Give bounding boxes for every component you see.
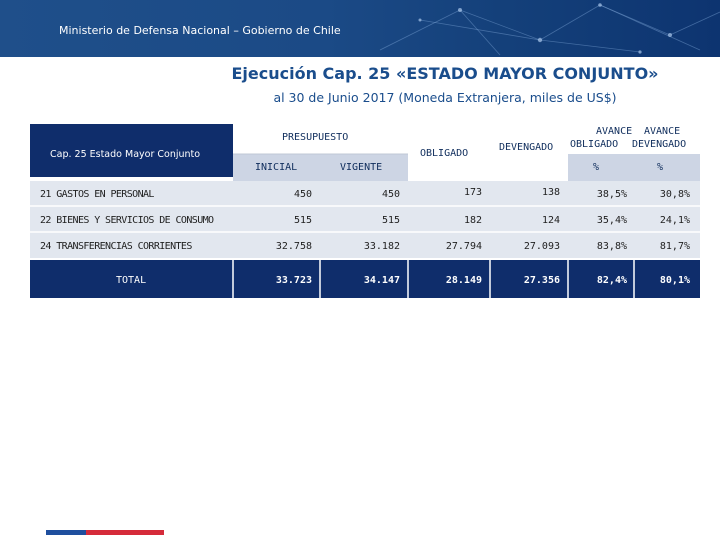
subheader-bg <box>233 154 408 181</box>
avance-devengado-header-line2: DEVENGADO <box>632 139 687 150</box>
total-obligado: 28.149 <box>445 275 482 286</box>
row-bg-3 <box>30 232 700 258</box>
row-vigente: 450 <box>381 189 400 200</box>
row-avance-obligado: 35,4% <box>596 215 627 226</box>
obligado-header: OBLIGADO <box>420 148 469 159</box>
row-avance-devengado: 81,7% <box>659 241 690 252</box>
corner-header-bg <box>30 124 233 177</box>
page-subtitle: al 30 de Junio 2017 (Moneda Extranjera, … <box>273 90 617 105</box>
inicial-header: INICIAL <box>255 162 298 173</box>
row-vigente: 33.182 <box>363 241 400 252</box>
avance-obligado-header-line2: OBLIGADO <box>570 139 619 150</box>
table-background <box>30 124 700 298</box>
budget-table: Cap. 25 Estado Mayor Conjunto PRESUPUEST… <box>30 124 700 300</box>
row-avance-obligado: 38,5% <box>596 189 627 200</box>
avance-obligado-header-line1: AVANCE <box>596 126 633 137</box>
total-devengado: 27.356 <box>523 275 560 286</box>
page-title: Ejecución Cap. 25 «ESTADO MAYOR CONJUNTO… <box>231 64 659 83</box>
devengado-header: DEVENGADO <box>499 142 554 153</box>
row-bg-2 <box>30 206 700 232</box>
total-avance-obligado: 82,4% <box>596 275 627 286</box>
row-bg-1 <box>30 181 700 206</box>
row-obligado: 182 <box>463 215 482 226</box>
row-devengado: 124 <box>541 215 560 226</box>
network-pattern-graphic <box>379 3 720 56</box>
row-avance-devengado: 30,8% <box>659 189 690 200</box>
vigente-header: VIGENTE <box>340 162 383 173</box>
row-label: 24 TRANSFERENCIAS CORRIENTES <box>40 241 192 252</box>
avance-devengado-header-line1: AVANCE <box>644 126 681 137</box>
total-inicial: 33.723 <box>275 275 312 286</box>
row-inicial: 32.758 <box>275 241 312 252</box>
row-devengado: 27.093 <box>523 241 560 252</box>
corner-label: Cap. 25 Estado Mayor Conjunto <box>50 149 201 160</box>
header-bg <box>233 124 700 154</box>
pct-header-devengado: % <box>657 162 664 173</box>
banner-text: Ministerio de Defensa Nacional – Gobiern… <box>59 24 341 37</box>
row-label: 22 BIENES Y SERVICIOS DE CONSUMO <box>40 215 214 226</box>
row-vigente: 515 <box>381 215 400 226</box>
pct-header-bg <box>568 154 700 181</box>
pct-header-obligado: % <box>593 162 600 173</box>
row-label: 21 GASTOS EN PERSONAL <box>40 189 154 200</box>
row-obligado: 27.794 <box>445 241 482 252</box>
header-banner: Ministerio de Defensa Nacional – Gobiern… <box>0 0 720 57</box>
row-devengado: 138 <box>541 187 560 198</box>
row-inicial: 450 <box>293 189 312 200</box>
total-row-bg <box>30 260 700 298</box>
row-obligado: 173 <box>463 187 482 198</box>
row-avance-obligado: 83,8% <box>596 241 627 252</box>
total-avance-devengado: 80,1% <box>659 275 690 286</box>
flag-stripe-graphic <box>46 530 164 540</box>
presupuesto-header: PRESUPUESTO <box>282 132 349 143</box>
row-avance-devengado: 24,1% <box>659 215 690 226</box>
total-label: TOTAL <box>116 275 147 286</box>
row-inicial: 515 <box>293 215 312 226</box>
total-vigente: 34.147 <box>363 275 400 286</box>
